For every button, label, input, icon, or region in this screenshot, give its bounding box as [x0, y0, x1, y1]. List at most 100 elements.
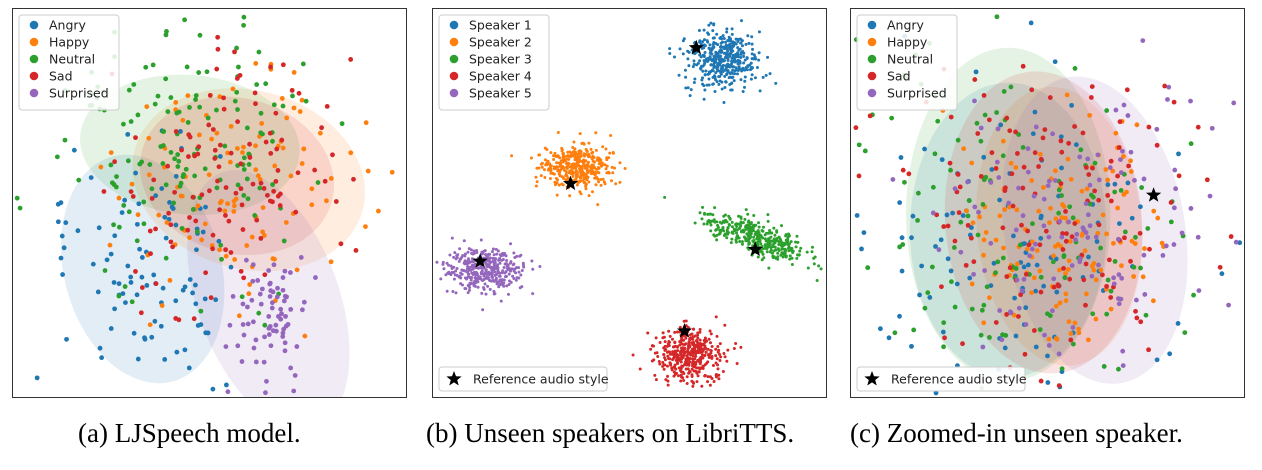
data-point — [137, 246, 142, 252]
data-point — [282, 348, 288, 354]
data-point — [675, 371, 678, 375]
data-point — [202, 166, 208, 172]
data-point — [275, 168, 281, 173]
data-point — [1009, 171, 1015, 177]
data-point — [738, 37, 742, 41]
data-point — [707, 23, 711, 27]
data-point — [969, 281, 975, 287]
data-point — [567, 171, 571, 175]
data-point — [712, 45, 716, 49]
data-point — [300, 307, 305, 313]
data-point — [535, 180, 539, 184]
data-point — [339, 121, 345, 127]
data-point — [473, 276, 477, 280]
data-point — [126, 209, 132, 215]
data-point — [579, 192, 583, 196]
data-point — [104, 257, 110, 263]
data-point — [981, 302, 987, 308]
data-point — [771, 251, 775, 255]
data-point — [673, 363, 677, 367]
data-point — [167, 277, 173, 283]
data-point — [282, 293, 288, 299]
data-point — [493, 292, 497, 296]
data-point — [511, 274, 515, 278]
data-point — [215, 46, 221, 52]
data-point — [975, 232, 981, 238]
data-point — [561, 152, 565, 156]
data-point — [747, 247, 751, 251]
data-point — [267, 294, 273, 299]
data-point — [488, 287, 492, 291]
data-point — [1096, 177, 1102, 183]
data-point — [171, 200, 177, 206]
data-point — [719, 60, 723, 64]
data-point — [1051, 276, 1057, 282]
data-point — [200, 229, 206, 235]
data-point — [509, 269, 513, 273]
data-point — [730, 237, 734, 241]
data-point — [1056, 210, 1062, 216]
data-point — [757, 58, 761, 62]
data-point — [1077, 154, 1083, 160]
data-point — [175, 152, 181, 157]
data-point — [684, 342, 688, 346]
data-point — [1125, 113, 1131, 118]
data-point — [1104, 311, 1110, 317]
legend-marker — [449, 88, 459, 98]
data-point — [1008, 160, 1014, 166]
data-point — [609, 179, 613, 183]
data-point — [95, 289, 101, 295]
legend-marker — [867, 54, 877, 64]
data-point — [496, 266, 500, 270]
data-point — [179, 225, 185, 231]
data-point — [130, 194, 136, 199]
data-point — [1182, 330, 1188, 335]
data-point — [197, 104, 203, 110]
data-point — [234, 146, 240, 151]
data-point — [790, 256, 794, 260]
data-point — [504, 274, 508, 278]
data-point — [735, 222, 739, 226]
data-point — [235, 107, 240, 112]
data-point — [1012, 295, 1017, 301]
data-point — [149, 334, 155, 340]
data-point — [664, 378, 668, 382]
data-point — [966, 198, 972, 204]
data-point — [141, 221, 147, 227]
data-point — [725, 30, 729, 34]
data-point — [781, 247, 785, 251]
data-point — [708, 43, 712, 47]
data-point — [253, 337, 259, 343]
data-point — [1068, 337, 1074, 343]
data-point — [555, 161, 559, 165]
data-point — [582, 160, 586, 164]
data-point — [1056, 283, 1062, 289]
data-point — [745, 223, 749, 227]
data-point — [739, 224, 743, 228]
data-point — [684, 86, 688, 90]
data-point — [718, 36, 722, 40]
data-point — [521, 263, 525, 267]
data-point — [1058, 181, 1064, 186]
data-point — [232, 98, 238, 104]
data-point — [713, 65, 717, 69]
data-point — [156, 212, 162, 218]
data-point — [559, 162, 563, 166]
data-point — [540, 165, 544, 169]
data-point — [669, 362, 673, 366]
data-point — [817, 264, 821, 268]
caption-c: (c) Zoomed-in unseen speaker. — [850, 418, 1183, 448]
data-point — [691, 65, 695, 69]
data-point — [291, 105, 297, 111]
data-point — [158, 144, 164, 149]
legend-label: Sad — [887, 69, 911, 84]
data-point — [178, 180, 184, 186]
data-point — [798, 249, 802, 253]
data-point — [692, 327, 696, 331]
data-point — [706, 375, 710, 379]
data-point — [661, 364, 665, 368]
data-point — [1025, 146, 1031, 152]
data-point — [725, 230, 729, 234]
caption-b: (b) Unseen speakers on LibriTTS. — [426, 418, 795, 448]
data-point — [773, 245, 777, 249]
